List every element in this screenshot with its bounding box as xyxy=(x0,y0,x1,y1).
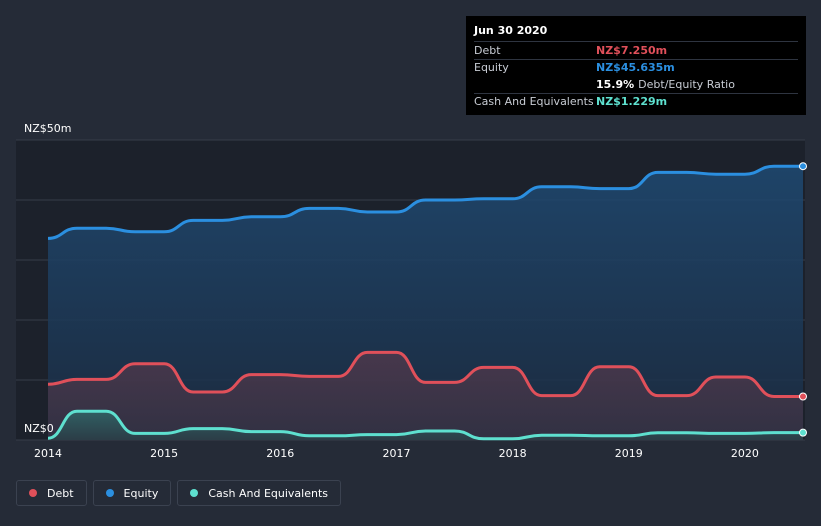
tooltip-ratio-label: Debt/Equity Ratio xyxy=(638,77,735,91)
tooltip-equity-label: Equity xyxy=(474,61,509,75)
x-tick-label: 2020 xyxy=(731,447,759,460)
cash-line[interactable] xyxy=(47,409,803,441)
tooltip-date: Jun 30 2020 xyxy=(474,24,548,37)
legend: Debt Equity Cash And Equivalents xyxy=(16,480,341,506)
tooltip-equity-value: NZ$45.635m xyxy=(596,61,675,75)
debt-end-point[interactable] xyxy=(799,392,807,401)
equity-dot-icon xyxy=(105,489,114,497)
x-tick-label: 2018 xyxy=(499,447,527,460)
tooltip-debt-row: Debt NZ$7.250m xyxy=(474,41,798,59)
x-tick-label: 2014 xyxy=(34,447,62,460)
debt-dot-icon xyxy=(29,489,37,497)
equity-end-point[interactable] xyxy=(799,162,807,171)
debt-area xyxy=(48,352,803,440)
tooltip: Jun 30 2020 Debt NZ$7.250m Equity NZ$45.… xyxy=(466,16,806,115)
debt-line[interactable] xyxy=(47,350,803,398)
tooltip-ratio-row: 15.9% Debt/Equity Ratio xyxy=(474,76,798,93)
legend-item-equity[interactable]: Equity xyxy=(92,480,172,506)
legend-item-debt[interactable]: Debt xyxy=(16,480,87,506)
tooltip-cash-row: Cash And Equivalents NZ$1.229m xyxy=(474,92,798,111)
tooltip-debt-label: Debt xyxy=(474,43,501,57)
y-axis-bottom-label: NZ$0 xyxy=(24,422,54,435)
legend-label-cash: Cash And Equivalents xyxy=(208,486,328,500)
x-tick-label: 2016 xyxy=(266,447,294,460)
tooltip-equity-row: Equity NZ$45.635m xyxy=(474,58,798,77)
y-axis-top-label: NZ$50m xyxy=(24,122,72,135)
legend-item-cash[interactable]: Cash And Equivalents xyxy=(177,480,341,506)
x-tick-label: 2015 xyxy=(150,447,178,460)
x-tick-label: 2017 xyxy=(382,447,410,460)
cash-end-point[interactable] xyxy=(799,428,807,437)
tooltip-debt-value: NZ$7.250m xyxy=(596,43,668,57)
tooltip-ratio-percent: 15.9% xyxy=(596,77,635,91)
x-tick-label: 2019 xyxy=(615,447,643,460)
cash-dot-icon xyxy=(190,489,199,497)
equity-line[interactable] xyxy=(47,164,803,240)
cash-area xyxy=(48,411,803,440)
tooltip-cash-value: NZ$1.229m xyxy=(596,95,668,109)
tooltip-cash-label: Cash And Equivalents xyxy=(474,95,594,109)
legend-label-debt: Debt xyxy=(47,486,74,500)
legend-label-equity: Equity xyxy=(123,486,159,500)
